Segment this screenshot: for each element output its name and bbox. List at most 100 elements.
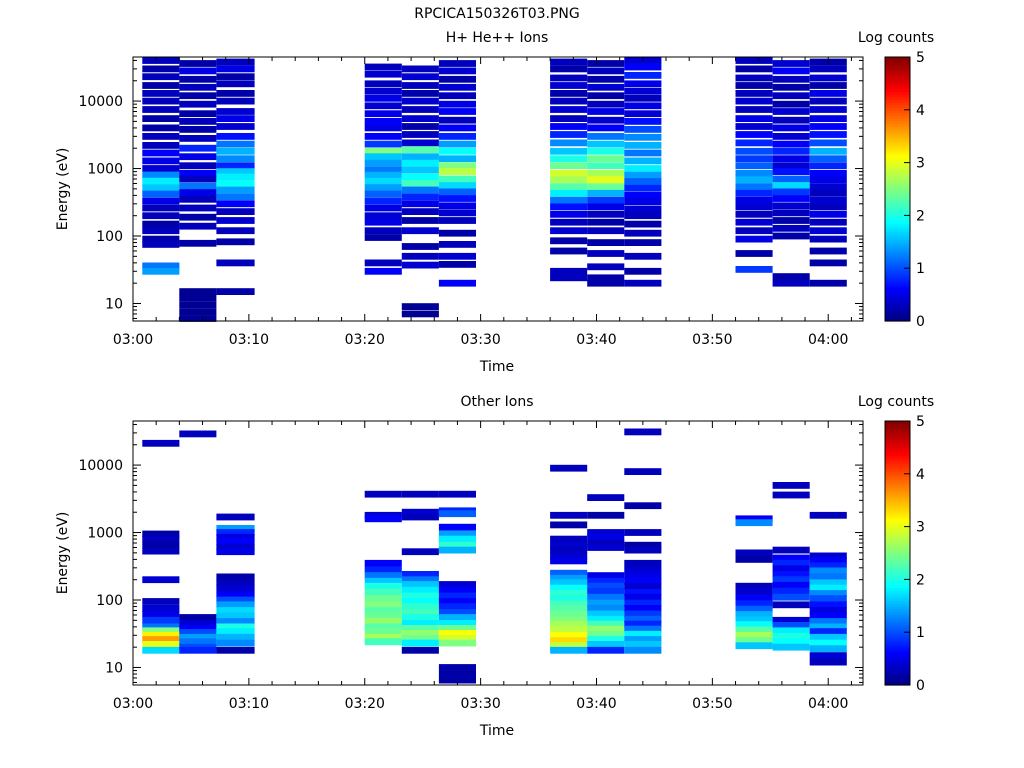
top-heatmap-cell — [179, 294, 217, 302]
top-heatmap-cell — [438, 241, 476, 248]
top-colorbar-swatch — [885, 67, 910, 71]
bottom-heatmap-cell — [550, 646, 588, 654]
top-heatmap-cell — [216, 155, 255, 163]
bottom-heatmap-cell — [772, 587, 810, 595]
bottom-heatmap-cell — [772, 576, 810, 584]
top-heatmap-cell — [809, 147, 847, 155]
bottom-colorbar-swatch — [885, 479, 910, 483]
top-heatmap-cell — [401, 97, 439, 105]
top-heatmap-cell — [809, 259, 847, 267]
top-heatmap-cell — [735, 266, 773, 273]
top-heatmap-cell — [772, 279, 810, 287]
bottom-heatmap-cell — [587, 646, 625, 654]
top-heatmap-cell — [587, 210, 625, 218]
top-heatmap-cell — [401, 310, 439, 318]
top-heatmap-cell — [216, 123, 255, 130]
top-colorbar-swatch — [885, 80, 910, 84]
bottom-heatmap-cell — [624, 577, 662, 585]
bottom-heatmap-cell — [587, 577, 625, 585]
top-colorbar-swatch — [885, 144, 910, 148]
bottom-ytick-label: 10000 — [78, 458, 123, 474]
top-heatmap-cell — [438, 188, 476, 196]
bottom-heatmap-cell — [809, 552, 847, 560]
bottom-heatmap-cell — [587, 582, 625, 590]
bottom-heatmap-cell — [809, 633, 847, 641]
bottom-heatmap-cell — [587, 529, 625, 536]
bottom-colorbar-swatch — [885, 489, 910, 493]
top-heatmap-cell — [772, 202, 810, 210]
top-colorbar-swatch — [885, 128, 910, 132]
bottom-heatmap-cell — [624, 529, 662, 536]
bottom-heatmap-cell — [142, 541, 180, 549]
top-heatmap-cell — [809, 131, 847, 138]
top-heatmap-cell — [142, 171, 180, 179]
top-heatmap-cell — [401, 131, 439, 138]
top-heatmap-cell — [550, 189, 588, 197]
top-heatmap-cell — [179, 301, 217, 309]
top-heatmap-cell — [624, 279, 662, 287]
bottom-heatmap-cell — [401, 586, 439, 594]
top-heatmap-cell — [179, 153, 217, 161]
top-heatmap-cell — [587, 116, 625, 124]
bottom-colorbar-swatch — [885, 423, 910, 427]
bottom-heatmap-cell — [624, 599, 662, 607]
bottom-heatmap-cell — [142, 631, 180, 639]
top-heatmap-cell — [550, 74, 588, 82]
bottom-heatmap-cell — [624, 625, 662, 633]
top-heatmap-cell — [587, 279, 625, 287]
top-heatmap-cell — [809, 176, 847, 184]
top-heatmap-cell — [587, 155, 625, 163]
top-colorbar-swatch — [885, 162, 910, 166]
top-yaxis-label: Energy (eV) — [55, 148, 71, 231]
bottom-colorbar-swatch — [885, 634, 910, 639]
bottom-colorbar-swatch — [885, 597, 910, 602]
bottom-heatmap-cell — [438, 609, 476, 616]
bottom-heatmap-cell — [179, 614, 217, 621]
top-heatmap-cell — [550, 196, 588, 204]
top-heatmap-cell — [550, 183, 588, 190]
bottom-heatmap-cell — [624, 428, 662, 436]
top-heatmap-cell — [438, 162, 476, 170]
top-heatmap-cell — [624, 198, 662, 206]
bottom-heatmap-cell — [624, 572, 662, 579]
top-heatmap-cell — [772, 232, 810, 240]
top-heatmap-cell — [587, 60, 625, 67]
bottom-heatmap-cell — [587, 620, 625, 628]
top-colorbar-swatch — [885, 273, 910, 277]
bottom-colorbar-swatch — [885, 571, 910, 575]
bottom-heatmap-cell — [179, 638, 217, 646]
bottom-heatmap-cell — [216, 584, 255, 592]
bottom-heatmap-cell — [438, 598, 476, 605]
bottom-heatmap-cell — [809, 658, 847, 666]
bottom-heatmap-cell — [216, 646, 255, 654]
top-colorbar-swatch — [885, 130, 910, 135]
bottom-heatmap-cell — [587, 599, 625, 607]
bottom-colorbar-swatch — [885, 642, 910, 646]
top-colorbar-tick-label: 5 — [916, 50, 925, 66]
top-heatmap-cell — [364, 234, 402, 241]
top-heatmap-cell — [772, 124, 810, 132]
bottom-heatmap-cell — [735, 549, 773, 557]
top-heatmap-cell — [587, 250, 625, 257]
bottom-heatmap-cell — [809, 639, 847, 647]
bottom-heatmap-cell — [587, 636, 625, 643]
bottom-xtick-label: 03:40 — [576, 696, 616, 712]
top-heatmap-cell — [809, 183, 847, 190]
top-heatmap-cell — [735, 90, 773, 97]
top-heatmap-cell — [142, 212, 180, 220]
top-ytick-label: 10000 — [78, 94, 123, 110]
top-heatmap-cell — [216, 147, 255, 155]
bottom-colorbar-swatch — [885, 653, 910, 657]
top-xtick-label: 03:30 — [460, 332, 500, 348]
bottom-heatmap-cell — [438, 523, 476, 531]
top-heatmap-cell — [216, 217, 255, 224]
top-heatmap-cell — [809, 196, 847, 204]
bottom-heatmap-cell — [772, 643, 810, 651]
bottom-colorbar-swatch — [885, 621, 910, 625]
bottom-colorbar-swatch — [885, 537, 910, 541]
top-heatmap-cell — [216, 140, 255, 148]
bottom-ytick-label: 10 — [105, 660, 123, 676]
top-heatmap-cell — [735, 123, 773, 130]
bottom-heatmap-cell — [772, 593, 810, 601]
top-heatmap-cell — [179, 189, 217, 196]
